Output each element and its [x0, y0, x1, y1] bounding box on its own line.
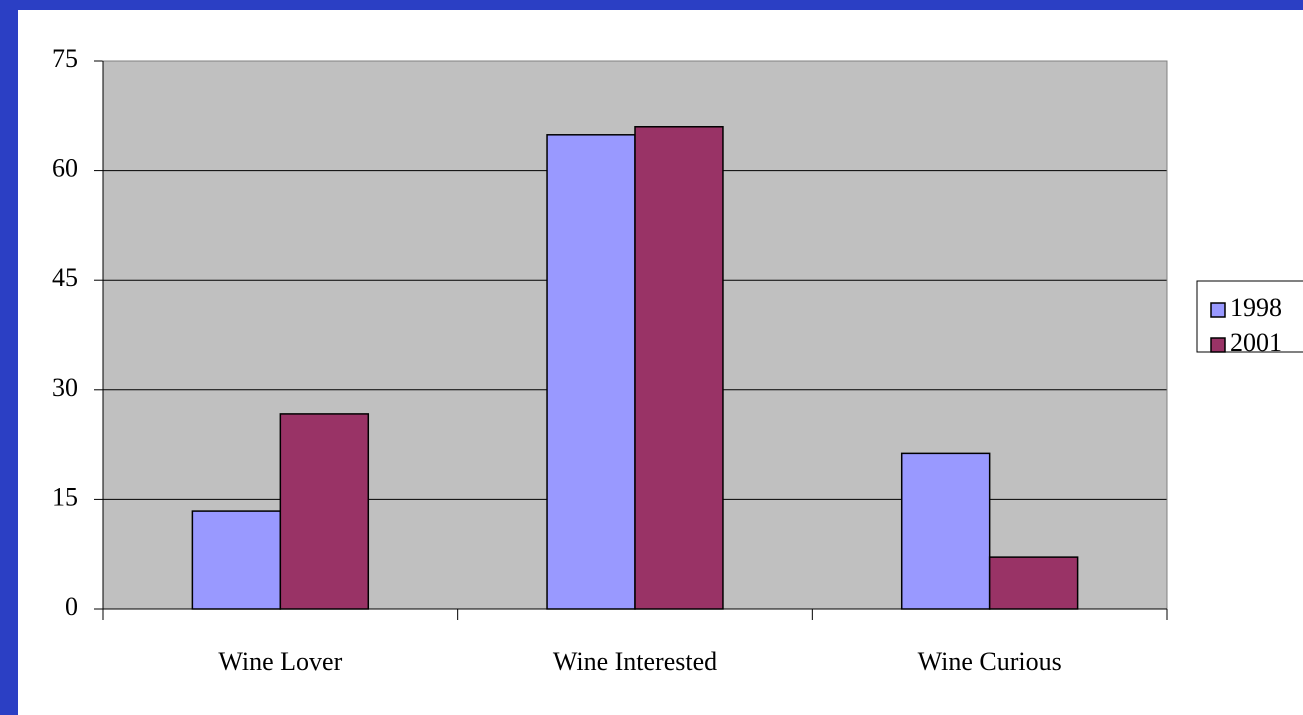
bar [634, 126, 724, 610]
bar [279, 413, 370, 610]
legend-label: 2001 [1230, 328, 1282, 357]
bar [900, 452, 991, 610]
bar [988, 556, 1079, 610]
y-tick-label: 0 [65, 592, 78, 621]
y-tick-label: 15 [52, 482, 78, 511]
legend-label: 1998 [1230, 293, 1282, 322]
x-tick-label: Wine Interested [553, 647, 717, 676]
bar [546, 134, 636, 610]
legend-swatch [1210, 302, 1226, 318]
y-tick-label: 45 [52, 263, 78, 292]
bar [191, 510, 282, 610]
y-tick-label: 30 [52, 373, 78, 402]
x-tick-label: Wine Curious [918, 647, 1062, 676]
y-tick-label: 60 [52, 154, 78, 183]
y-tick-label: 75 [52, 44, 78, 73]
legend-swatch [1210, 337, 1226, 353]
x-tick-label: Wine Lover [218, 647, 342, 676]
